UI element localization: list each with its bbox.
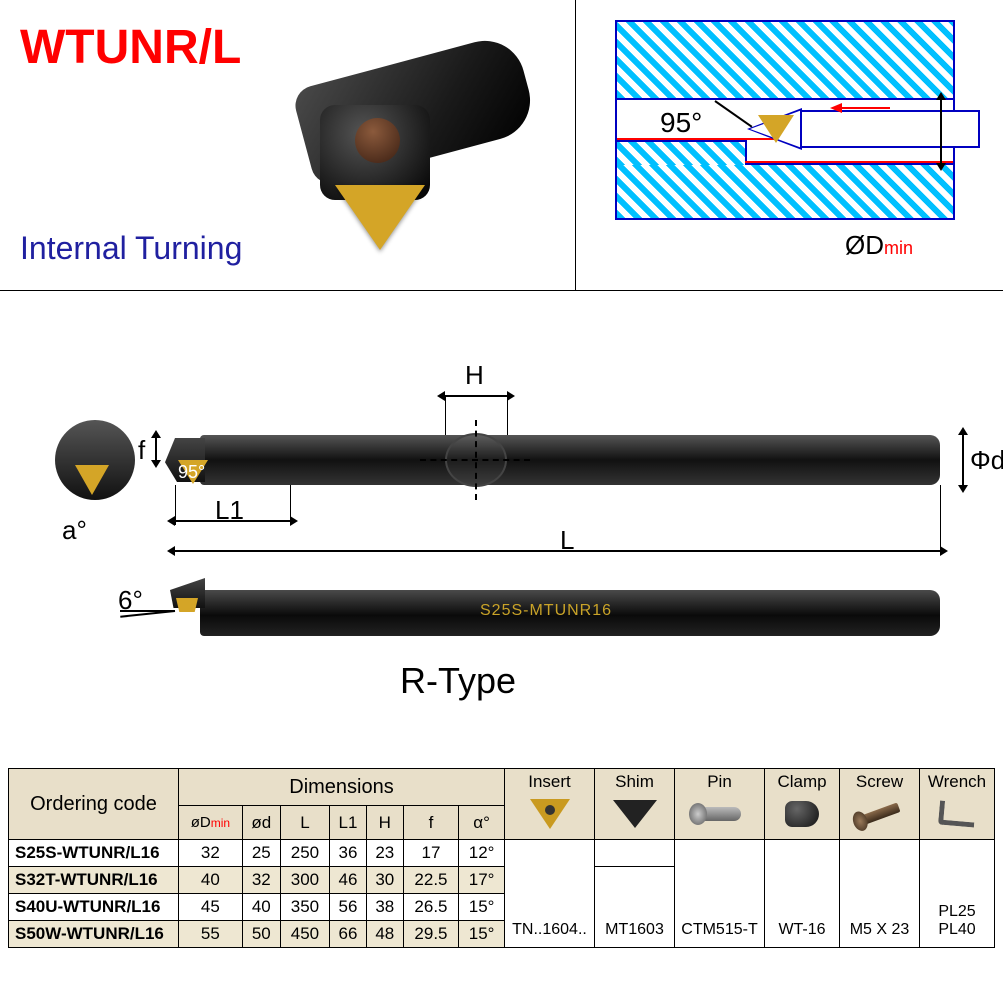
dim-cell: 12° [459,840,505,867]
dim-cell: 30 [366,867,403,894]
dim-cell: 56 [330,894,367,921]
dim-cell: 46 [330,867,367,894]
th-L: L [280,806,329,840]
dim-phid-label: Φd [970,445,1003,476]
dim-H-label: H [465,360,484,391]
product-title: WTUNR/L [20,20,241,75]
dim-cell: 32 [242,867,280,894]
ordering-code: S40U-WTUNR/L16 [9,894,179,921]
dim-95-label: 95° [178,462,205,483]
ordering-code: S25S-WTUNR/L16 [9,840,179,867]
dim-cell: 38 [366,894,403,921]
dim-cell: 250 [280,840,329,867]
dim-cell: 26.5 [403,894,459,921]
dim-cell: 17° [459,867,505,894]
th-shim: Shim [595,769,675,840]
dim-cell: 48 [366,921,403,948]
spec-table: Ordering code Dimensions Insert Shim Pin… [8,768,995,948]
wrench-icon [938,800,976,827]
dim-cell: 55 [179,921,243,948]
insert-value: TN..1604.. [505,840,595,948]
vertical-divider [575,0,576,290]
dim-6-label: 6° [118,585,143,616]
th-wrench: Wrench [920,769,995,840]
dim-cell: 450 [280,921,329,948]
insert-icon [530,799,570,829]
dim-cell: 36 [330,840,367,867]
dim-cell: 22.5 [403,867,459,894]
ordering-code: S50W-WTUNR/L16 [9,921,179,948]
screw-icon [859,802,900,825]
product-subtitle: Internal Turning [20,230,242,267]
shim-icon [613,800,657,828]
approach-angle-label: 95° [660,107,702,139]
dim-cell: 15° [459,894,505,921]
bar-marking: S25S-MTUNR16 [480,602,612,620]
th-insert: Insert [505,769,595,840]
dim-cell: 17 [403,840,459,867]
th-dimensions: Dimensions [179,769,505,806]
horizontal-divider [0,290,1003,291]
th-f: f [403,806,459,840]
dim-cell: 45 [179,894,243,921]
shim-value-top [595,840,675,867]
clamp-icon [785,801,819,827]
dim-a-label: a° [62,515,87,546]
th-L1: L1 [330,806,367,840]
th-dmin: øDmin [179,806,243,840]
ordering-code: S32T-WTUNR/L16 [9,867,179,894]
th-pin: Pin [675,769,765,840]
dim-cell: 32 [179,840,243,867]
th-alpha: α° [459,806,505,840]
type-label: R-Type [400,660,516,702]
dim-cell: 350 [280,894,329,921]
dim-cell: 29.5 [403,921,459,948]
dim-cell: 25 [242,840,280,867]
screw-value: M5 X 23 [840,840,920,948]
dim-L-label: L [560,525,574,556]
th-od: ød [242,806,280,840]
table-row: S25S-WTUNR/L16322525036231712°TN..1604..… [9,840,995,867]
cutting-schematic: 95° ØDmin [600,15,980,275]
dim-L1-label: L1 [215,495,244,526]
shim-value-bottom: MT1603 [595,867,675,948]
dim-cell: 23 [366,840,403,867]
dmin-label: ØDmin [845,230,913,261]
clamp-value: WT-16 [765,840,840,948]
dim-cell: 66 [330,921,367,948]
th-screw: Screw [840,769,920,840]
th-H: H [366,806,403,840]
pin-icon [699,807,741,821]
pin-value: CTM515-T [675,840,765,948]
dim-cell: 300 [280,867,329,894]
wrench-value: PL25 PL40 [920,840,995,948]
dim-cell: 15° [459,921,505,948]
dimension-drawing: a° H f 95° Φd L1 L S25S-MTUNR16 6° R-Typ… [0,320,1003,720]
dim-cell: 40 [242,894,280,921]
th-ordering: Ordering code [9,769,179,840]
feed-arrow-icon [830,103,890,113]
product-photo [260,30,560,280]
th-clamp: Clamp [765,769,840,840]
dim-cell: 50 [242,921,280,948]
dim-cell: 40 [179,867,243,894]
dim-f-label: f [138,435,145,466]
